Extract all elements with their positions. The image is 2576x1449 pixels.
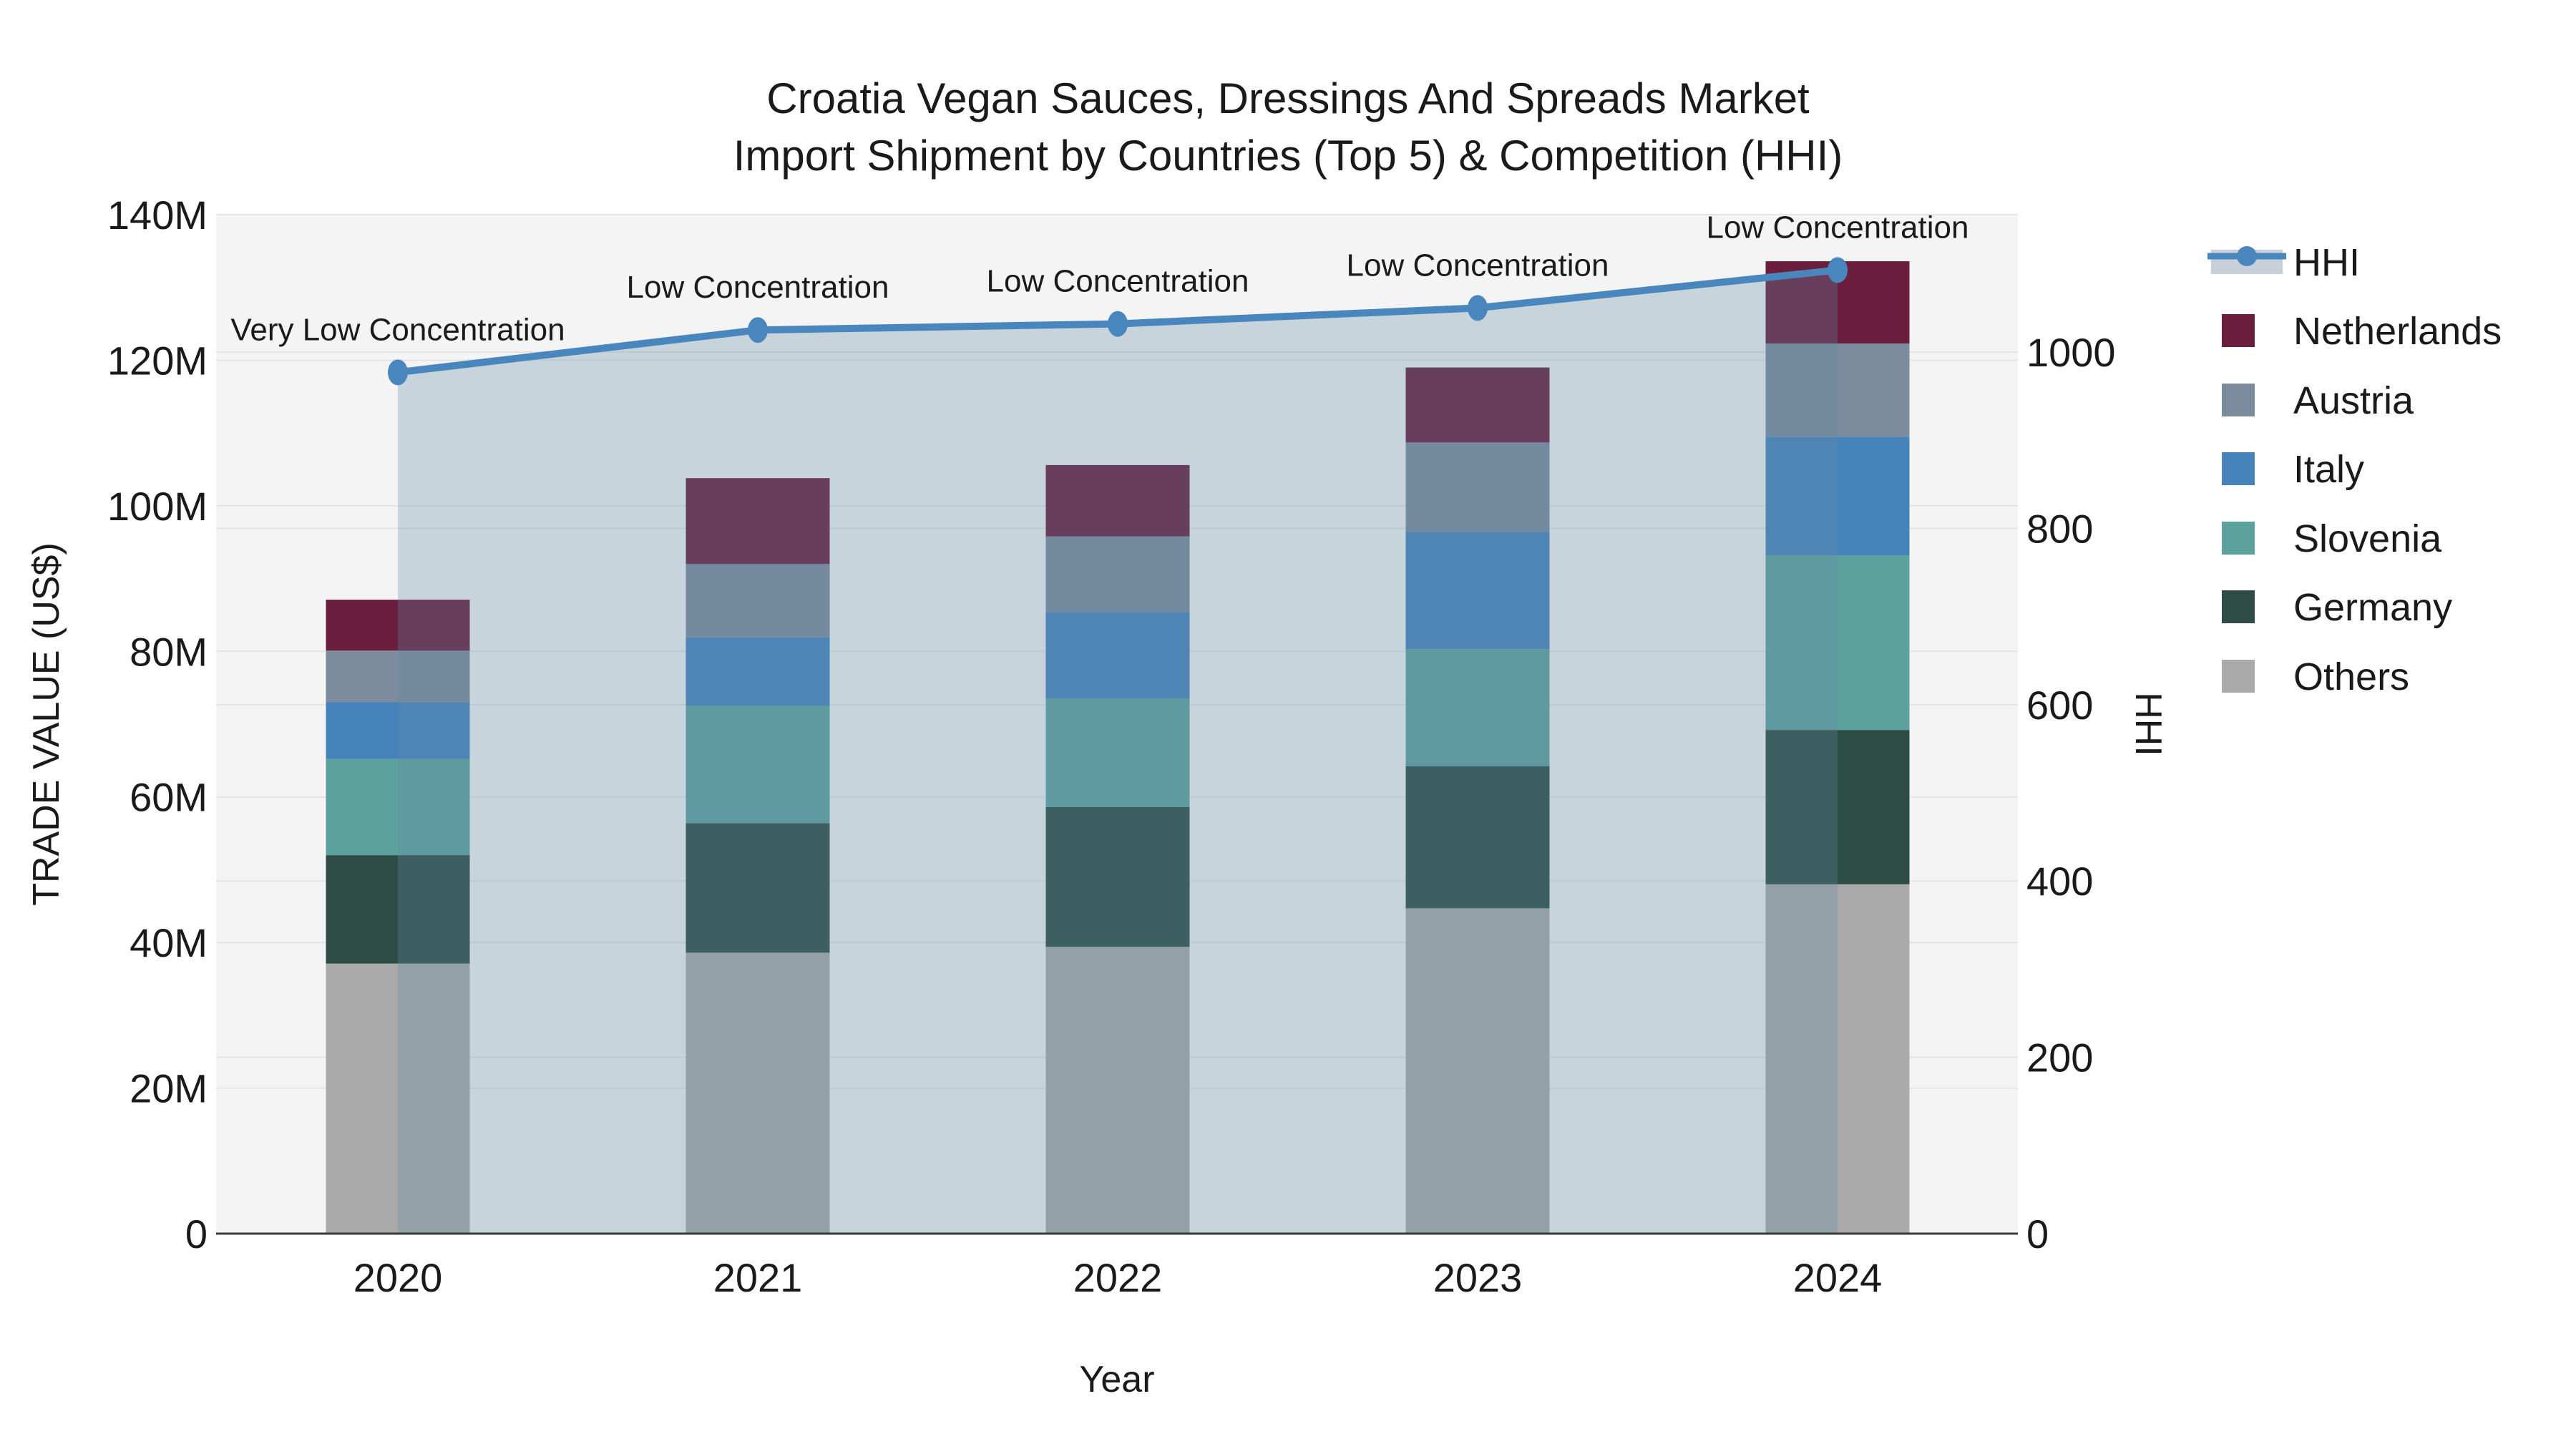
hhi-point-2020[interactable]: [388, 359, 408, 386]
bar-segment-netherlands-2020[interactable]: [326, 600, 470, 651]
bar-segment-netherlands-2022[interactable]: [1045, 464, 1190, 537]
hhi-annotation-2021: Low Concentration: [627, 270, 889, 305]
bar-segment-austria-2020[interactable]: [326, 650, 470, 703]
legend-swatch-germany: [2222, 590, 2255, 623]
legend-item-netherlands[interactable]: Netherlands: [2222, 310, 2502, 353]
bar-segment-netherlands-2023[interactable]: [1405, 367, 1550, 443]
bar-segment-italy-2022[interactable]: [1045, 612, 1190, 699]
y-left-tick-60M: 60M: [130, 775, 208, 820]
x-tick-2022: 2022: [1073, 1255, 1163, 1300]
x-tick-2023: 2023: [1433, 1255, 1523, 1300]
legend-label-others: Others: [2293, 655, 2409, 698]
legend-swatch-netherlands: [2222, 314, 2255, 347]
y-right-tick-400: 400: [2026, 859, 2093, 904]
bar-segment-italy-2020[interactable]: [326, 702, 470, 759]
bar-segment-slovenia-2023[interactable]: [1405, 649, 1550, 766]
bar-segment-others-2022[interactable]: [1045, 947, 1190, 1234]
bar-segment-austria-2023[interactable]: [1405, 442, 1550, 532]
legend-label-italy: Italy: [2293, 448, 2364, 491]
bar-segment-germany-2021[interactable]: [686, 823, 830, 953]
legend-swatch-austria: [2222, 384, 2255, 416]
legend-item-austria[interactable]: Austria: [2222, 379, 2414, 422]
y-right-tick-0: 0: [2026, 1211, 2049, 1257]
y-left-tick-140M: 140M: [107, 192, 208, 238]
hhi-point-2024[interactable]: [1828, 257, 1848, 283]
x-tick-2021: 2021: [713, 1255, 803, 1300]
bar-segment-italy-2024[interactable]: [1765, 436, 1910, 556]
hhi-annotation-2024: Low Concentration: [1707, 210, 1969, 245]
bar-segment-austria-2022[interactable]: [1045, 536, 1190, 613]
hhi-point-2023[interactable]: [1468, 295, 1488, 321]
legend-item-hhi[interactable]: HHI: [2207, 241, 2360, 284]
legend-label-austria: Austria: [2293, 379, 2414, 422]
legend-label-hhi: HHI: [2293, 241, 2360, 284]
bar-segment-italy-2023[interactable]: [1405, 532, 1550, 650]
legend-item-germany[interactable]: Germany: [2222, 586, 2452, 629]
y-left-tick-100M: 100M: [107, 484, 208, 529]
hhi-point-2021[interactable]: [748, 317, 768, 343]
bar-segment-netherlands-2021[interactable]: [686, 478, 830, 565]
y-axis-title-right: HHI: [2127, 692, 2169, 756]
legend-item-others[interactable]: Others: [2222, 655, 2409, 698]
x-tick-2024: 2024: [1793, 1255, 1883, 1300]
bar-segment-austria-2024[interactable]: [1765, 343, 1910, 437]
legend-swatch-slovenia: [2222, 522, 2255, 555]
bar-segment-slovenia-2020[interactable]: [326, 758, 470, 856]
y-right-tick-200: 200: [2026, 1035, 2093, 1080]
y-right-tick-1000: 1000: [2026, 330, 2116, 375]
bar-segment-slovenia-2024[interactable]: [1765, 555, 1910, 731]
bar-segment-austria-2021[interactable]: [686, 564, 830, 638]
chart-title-line1: Croatia Vegan Sauces, Dressings And Spre…: [766, 74, 1810, 122]
bar-segment-slovenia-2021[interactable]: [686, 706, 830, 824]
y-axis-title-left: TRADE VALUE (US$): [26, 542, 67, 906]
bar-segment-others-2020[interactable]: [326, 963, 470, 1234]
bar-segment-others-2021[interactable]: [686, 952, 830, 1234]
bar-segment-slovenia-2022[interactable]: [1045, 698, 1190, 807]
y-left-tick-120M: 120M: [107, 338, 208, 383]
bar-segment-germany-2023[interactable]: [1405, 766, 1550, 909]
bar-segment-italy-2021[interactable]: [686, 637, 830, 706]
hhi-annotation-2020: Very Low Concentration: [230, 312, 565, 347]
legend-item-slovenia[interactable]: Slovenia: [2222, 517, 2442, 560]
hhi-legend-marker-icon: [2237, 246, 2257, 266]
y-left-tick-20M: 20M: [130, 1066, 208, 1111]
legend-label-germany: Germany: [2293, 586, 2452, 629]
legend-label-slovenia: Slovenia: [2293, 517, 2442, 560]
y-left-tick-0: 0: [185, 1211, 208, 1257]
y-left-tick-80M: 80M: [130, 629, 208, 674]
hhi-annotation-2023: Low Concentration: [1347, 248, 1609, 283]
x-axis-title: Year: [1079, 1359, 1154, 1400]
bar-segment-germany-2020[interactable]: [326, 855, 470, 964]
legend-swatch-italy: [2222, 452, 2255, 485]
legend-swatch-others: [2222, 660, 2255, 693]
y-left-tick-40M: 40M: [130, 920, 208, 965]
legend-item-italy[interactable]: Italy: [2222, 448, 2364, 491]
bar-segment-others-2023[interactable]: [1405, 908, 1550, 1234]
hhi-point-2022[interactable]: [1108, 311, 1128, 337]
y-right-tick-600: 600: [2026, 683, 2093, 728]
bar-segment-germany-2024[interactable]: [1765, 730, 1910, 884]
x-tick-2020: 2020: [353, 1255, 443, 1300]
legend-label-netherlands: Netherlands: [2293, 310, 2502, 353]
hhi-area-fill: [398, 270, 1838, 1234]
chart-title-line2: Import Shipment by Countries (Top 5) & C…: [733, 132, 1843, 180]
hhi-annotation-2022: Low Concentration: [987, 264, 1249, 299]
y-right-tick-800: 800: [2026, 506, 2093, 551]
bar-segment-germany-2022[interactable]: [1045, 806, 1190, 947]
bar-segment-others-2024[interactable]: [1765, 884, 1910, 1234]
